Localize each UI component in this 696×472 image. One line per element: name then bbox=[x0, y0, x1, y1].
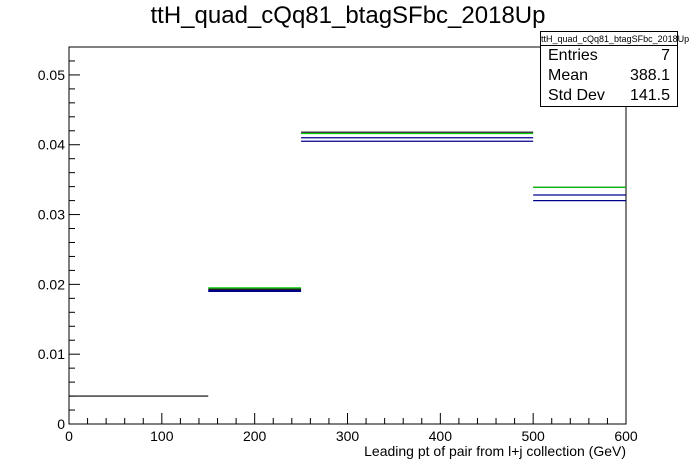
stats-label: Entries bbox=[548, 47, 598, 64]
stats-value: 141.5 bbox=[629, 87, 670, 104]
stats-value: 7 bbox=[661, 47, 670, 64]
stats-box-title: ttH_quad_cQq81_btagSFbc_2018Up bbox=[541, 34, 690, 46]
stats-row-entries: Entries 7 bbox=[541, 46, 677, 66]
y-tick-label: 0.04 bbox=[38, 137, 65, 153]
x-tick-label: 100 bbox=[150, 428, 174, 444]
y-tick-label: 0.02 bbox=[38, 276, 65, 292]
stats-label: Mean bbox=[548, 67, 589, 84]
y-tick-label: 0.01 bbox=[38, 346, 65, 362]
y-tick-label: 0 bbox=[57, 416, 65, 432]
x-tick-label: 400 bbox=[429, 428, 453, 444]
x-tick-label: 600 bbox=[614, 428, 638, 444]
stats-label: Std Dev bbox=[548, 87, 605, 104]
x-tick-label: 0 bbox=[65, 428, 73, 444]
x-axis-label: Leading pt of pair from l+j collection (… bbox=[364, 443, 626, 459]
y-tick-label: 0.03 bbox=[38, 207, 65, 223]
x-tick-label: 500 bbox=[521, 428, 545, 444]
stats-row-stddev: Std Dev 141.5 bbox=[541, 86, 677, 106]
x-tick-label: 300 bbox=[336, 428, 360, 444]
stats-row-mean: Mean 388.1 bbox=[541, 66, 677, 86]
x-tick-label: 200 bbox=[243, 428, 267, 444]
y-tick-label: 0.05 bbox=[38, 67, 65, 83]
stats-value: 388.1 bbox=[629, 67, 670, 84]
stats-box: ttH_quad_cQq81_btagSFbc_2018Up Entries 7… bbox=[540, 31, 690, 107]
chart-title: ttH_quad_cQq81_btagSFbc_2018Up bbox=[150, 2, 546, 29]
